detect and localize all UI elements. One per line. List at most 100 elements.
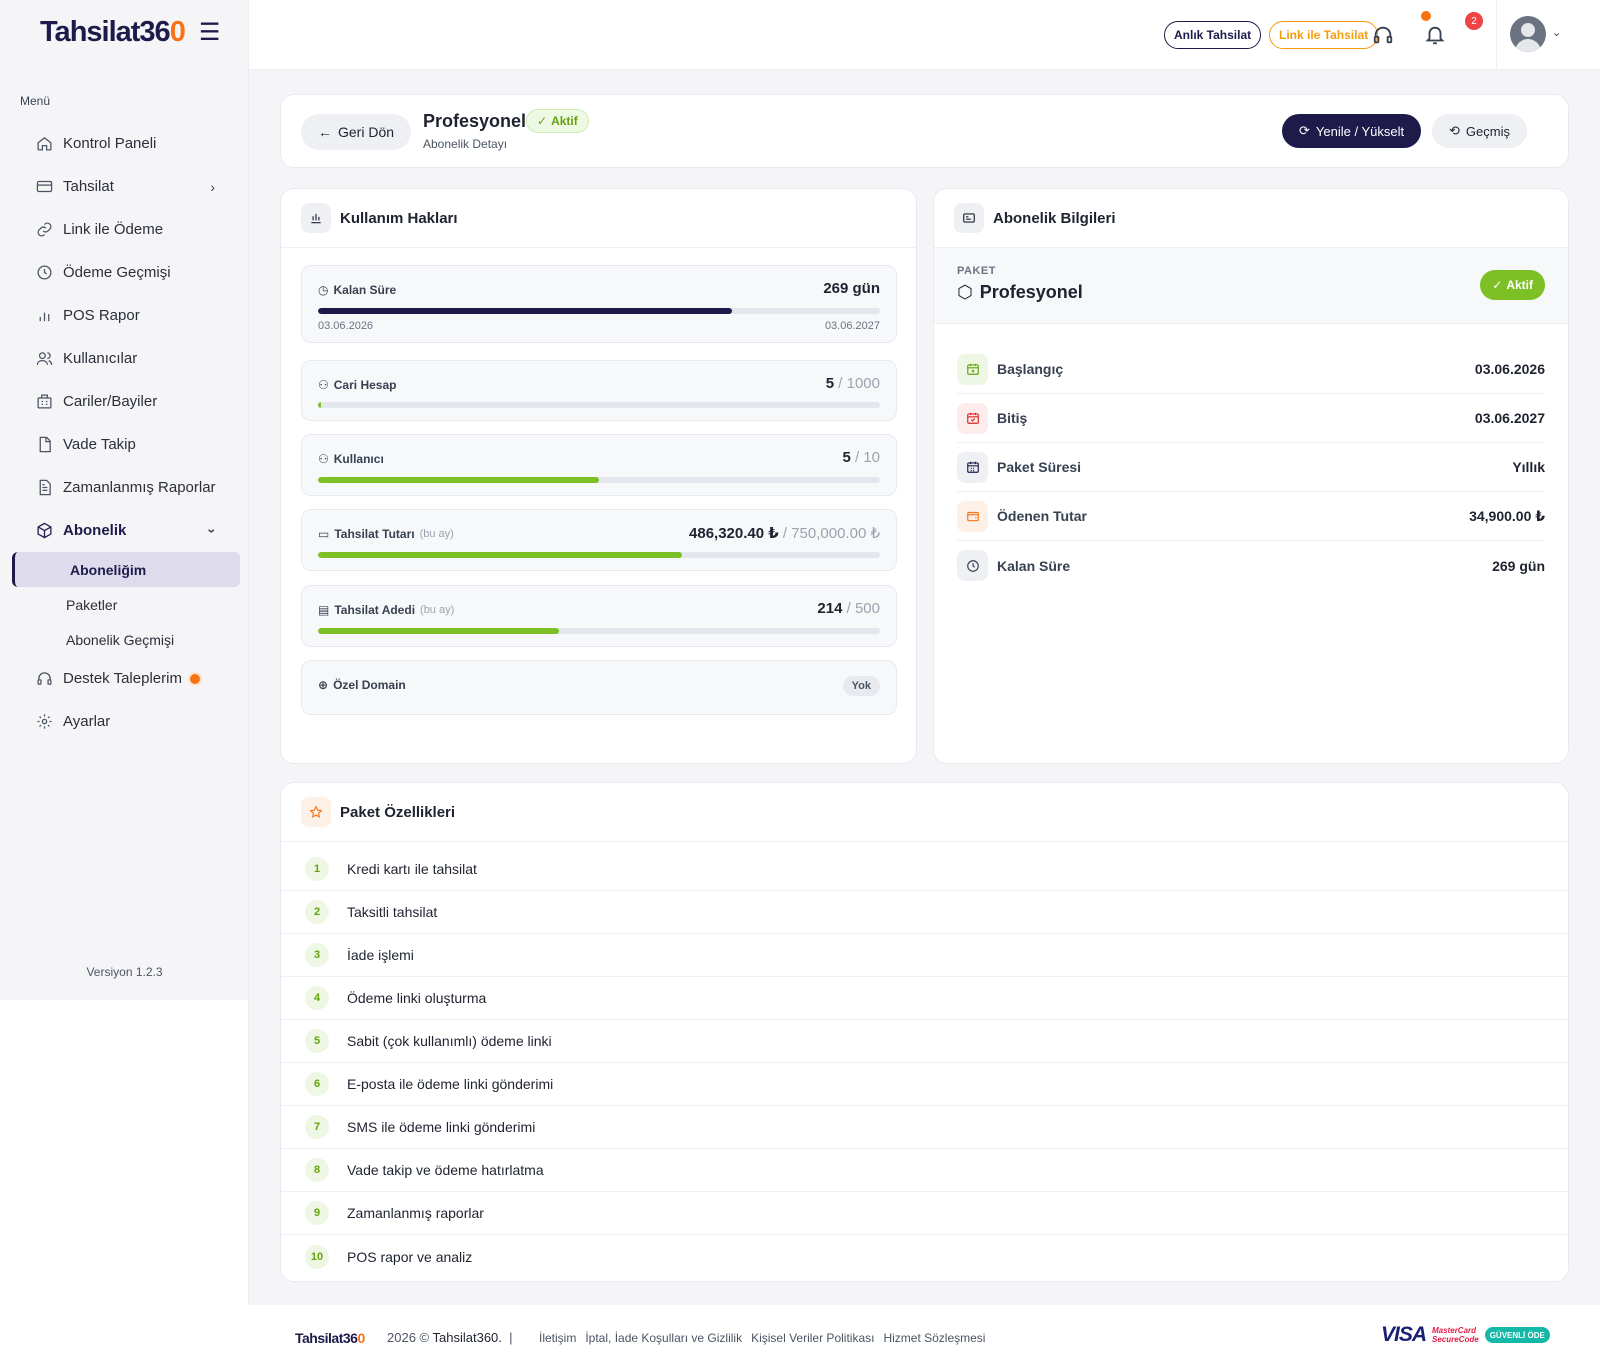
sidebar-item-label: Destek Taleplerim	[63, 670, 182, 687]
progress-track	[318, 402, 880, 408]
sidebar-item-zamanlanmis-raporlar[interactable]: Zamanlanmış Raporlar	[0, 466, 249, 509]
info-value: 34,900.00 ₺	[1469, 507, 1545, 524]
usage-label-text: Kalan Süre	[333, 283, 397, 297]
notification-dot	[189, 673, 200, 684]
footer-link-service-agreement[interactable]: Hizmet Sözleşmesi	[883, 1331, 986, 1345]
progress-track	[318, 552, 880, 558]
progress-track	[318, 628, 880, 634]
home-icon	[37, 137, 52, 151]
progress-fill	[318, 402, 321, 408]
support-headset-icon[interactable]	[1372, 24, 1394, 46]
used-value: 214	[817, 600, 843, 617]
status-text: Aktif	[551, 114, 578, 128]
sidebar-item-cariler-bayiler[interactable]: Cariler/Bayiler	[0, 380, 249, 423]
copyright-year: 2026 ©	[387, 1330, 430, 1345]
info-row-end: Bitiş 03.06.2027	[957, 394, 1545, 443]
sidebar-item-label: Link ile Ödeme	[63, 221, 164, 238]
sidebar-item-abonelik[interactable]: Abonelik ›	[0, 509, 249, 552]
progress-fill	[318, 308, 733, 314]
usage-users-box: ⚇ Kullanıcı 5 / 10	[301, 434, 897, 496]
usage-note: (bu ay)	[420, 604, 455, 616]
feature-item: 9 Zamanlanmış raporlar	[281, 1192, 1568, 1235]
link-icon	[37, 222, 52, 237]
usage-domain-label: ⊕ Özel Domain	[318, 678, 406, 692]
sidebar-item-kontrol-paneli[interactable]: Kontrol Paneli	[0, 122, 249, 165]
sidebar-item-label: Kullanıcılar	[63, 350, 138, 367]
subscription-info-card: Abonelik Bilgileri PAKET ⬡ Profesyonel ✓ A…	[933, 188, 1569, 764]
features-card-title: Paket Özellikleri	[340, 803, 456, 821]
calendar-icon	[957, 451, 988, 483]
sidebar-subitem-abonelik-gecmisi[interactable]: Abonelik Geçmişi	[66, 631, 175, 648]
features-list: 1 Kredi kartı ile tahsilat 2 Taksitli tahs…	[281, 842, 1568, 1278]
progress-fill	[318, 628, 559, 634]
feature-item: 3 İade işlemi	[281, 934, 1568, 977]
topbar: Anlık Tahsilat Link ile Tahsilat 2 ⌄	[249, 0, 1600, 70]
history-button[interactable]: ⟲ Geçmiş	[1432, 114, 1527, 148]
info-label: Bitiş	[997, 410, 1028, 426]
support-dot	[1421, 11, 1431, 21]
info-row-start: Başlangıç 03.06.2026	[957, 345, 1545, 394]
end-date: 03.06.2027	[824, 320, 880, 332]
sidebar-subitem-paketler[interactable]: Paketler	[66, 596, 118, 613]
sidebar-item-link-ile-odeme[interactable]: Link ile Ödeme	[0, 208, 249, 251]
usage-cari-value: 5 / 1000	[826, 375, 880, 392]
back-button[interactable]: ← Geri Dön	[301, 114, 412, 150]
usage-amount-label: ▭ Tahsilat Tutarı (bu ay)	[318, 527, 454, 541]
sidebar-item-destek-taleplerim[interactable]: Destek Taleplerim	[0, 657, 249, 700]
headset-icon	[37, 672, 52, 685]
payment-logos: VISA MasterCard SecureCode GÜVENLİ ÖDE	[1381, 1323, 1550, 1347]
back-label: Geri Dön	[338, 124, 395, 140]
calendar-check-icon	[957, 402, 988, 434]
avatar[interactable]	[1510, 16, 1546, 52]
info-row-remaining: Kalan Süre 269 gün	[957, 541, 1545, 590]
sidebar-item-odeme-gecmisi[interactable]: Ödeme Geçmişi	[0, 251, 249, 294]
footer-link-personal-data[interactable]: Kişisel Veriler Politikası	[751, 1331, 875, 1345]
footer: Tahsilat360 2026 © Tahsilat360. | İletiş…	[249, 1305, 1600, 1370]
sidebar-item-kullanicilar[interactable]: Kullanıcılar	[0, 337, 249, 380]
info-value: 03.06.2027	[1474, 410, 1545, 426]
main-content: ← Geri Dön Profesyonel ✓ Aktif Abonelik De…	[249, 70, 1600, 1305]
usage-remaining-label: ◷ Kalan Süre	[318, 283, 396, 297]
feature-number: 5	[305, 1029, 329, 1053]
usage-amount-box: ▭ Tahsilat Tutarı (bu ay) 486,320.40 ₺ / 7…	[301, 509, 897, 571]
bell-icon[interactable]	[1424, 24, 1446, 46]
footer-logo-accent: 0	[357, 1330, 365, 1346]
usage-note: (bu ay)	[419, 528, 454, 540]
feature-text: Ödeme linki oluşturma	[347, 990, 487, 1006]
feature-number: 6	[305, 1072, 329, 1096]
usage-label-text: Tahsilat Adedi	[334, 603, 416, 617]
progress-track	[318, 477, 880, 483]
used-value: 5	[825, 375, 835, 392]
progress-fill	[318, 477, 599, 483]
link-collection-button[interactable]: Link ile Tahsilat	[1269, 21, 1379, 49]
logo[interactable]: Tahsilat360 ☰	[40, 16, 220, 49]
check-circle-icon: ✓	[537, 114, 548, 128]
version-text: Versiyon 1.2.3	[86, 965, 163, 979]
usage-label-text: Cari Hesap	[333, 378, 397, 392]
usage-remaining-value: 269 gün	[823, 280, 880, 297]
users-icon: ⚇	[318, 452, 329, 466]
sidebar-item-tahsilat[interactable]: Tahsilat ›	[0, 165, 249, 208]
usage-count-value: 214 / 500	[817, 600, 880, 617]
sidebar-item-pos-rapor[interactable]: POS Rapor	[0, 294, 249, 337]
feature-text: POS rapor ve analiz	[347, 1248, 473, 1265]
renew-upgrade-button[interactable]: ⟳ Yenile / Yükselt	[1282, 114, 1422, 148]
chevron-down-icon[interactable]: ⌄	[1552, 27, 1562, 39]
usage-amount-value: 486,320.40 ₺ / 750,000.00 ₺	[689, 524, 880, 542]
sidebar-item-label: POS Rapor	[63, 307, 140, 324]
sidebar-item-ayarlar[interactable]: Ayarlar	[0, 700, 249, 743]
hamburger-menu-icon[interactable]: ☰	[198, 19, 221, 46]
usage-label-text: Tahsilat Tutarı	[334, 527, 415, 541]
id-card-icon	[954, 203, 984, 233]
feature-item: 5 Sabit (çok kullanımlı) ödeme linki	[281, 1020, 1568, 1063]
footer-link-contact[interactable]: İletişim	[539, 1331, 577, 1345]
usage-users-label: ⚇ Kullanıcı	[318, 452, 384, 466]
calendar-plus-icon	[957, 353, 988, 385]
footer-link-refund-privacy[interactable]: İptal, İade Koşulları ve Gizlilik	[585, 1331, 743, 1345]
sidebar-item-vade-takip[interactable]: Vade Takip	[0, 423, 249, 466]
instant-collection-button[interactable]: Anlık Tahsilat	[1164, 21, 1262, 49]
page-subtitle: Abonelik Detayı	[423, 137, 508, 151]
sidebar-subitem-aboneligim[interactable]: Aboneliğim	[12, 552, 240, 587]
info-value: 269 gün	[1492, 557, 1545, 574]
usage-label-text: Özel Domain	[333, 678, 406, 692]
